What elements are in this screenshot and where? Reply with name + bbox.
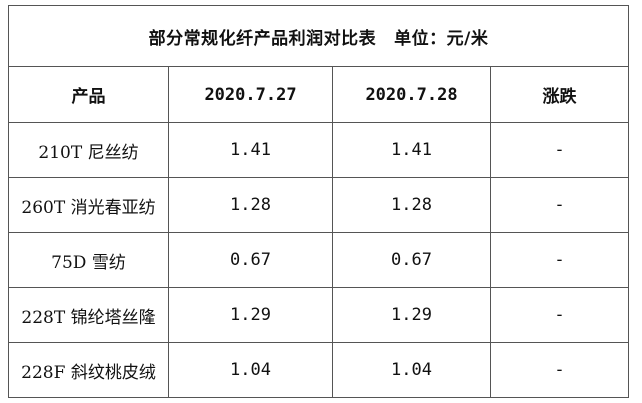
profit-0728-cell: 1.29 xyxy=(332,287,491,343)
change-cell: - xyxy=(489,342,630,398)
table-title: 部分常规化纤产品利润对比表 xyxy=(148,28,377,49)
table-row: 228T 锦纶塔丝隆 1.29 1.29 - xyxy=(8,287,630,343)
table-row: 260T 消光春亚纺 1.28 1.28 - xyxy=(8,177,630,233)
profit-0727-cell: 1.04 xyxy=(168,342,333,398)
change-cell: - xyxy=(489,287,630,343)
table-row: 228F 斜纹桃皮绒 1.04 1.04 - xyxy=(8,342,630,398)
profit-0728-cell: 0.67 xyxy=(332,232,491,288)
profit-0728-cell: 1.28 xyxy=(332,177,491,233)
table-title-cell: 部分常规化纤产品利润对比表 单位：元/米 xyxy=(7,5,630,67)
table-row: 210T 尼丝纺 1.41 1.41 - xyxy=(8,122,630,178)
profit-0727-cell: 0.67 xyxy=(168,232,333,288)
change-cell: - xyxy=(489,122,630,178)
header-product: 产品 xyxy=(8,66,169,123)
change-cell: - xyxy=(489,232,630,288)
header-date-0727: 2020.7.27 xyxy=(168,66,333,123)
product-cell: 75D 雪纺 xyxy=(8,232,169,288)
profit-0727-cell: 1.29 xyxy=(168,287,333,343)
profit-0727-cell: 1.28 xyxy=(168,177,333,233)
product-cell: 228F 斜纹桃皮绒 xyxy=(8,342,169,398)
product-cell: 228T 锦纶塔丝隆 xyxy=(8,287,169,343)
profit-0728-cell: 1.41 xyxy=(332,122,491,178)
header-date-0728: 2020.7.28 xyxy=(332,66,491,123)
profit-0727-cell: 1.41 xyxy=(168,122,333,178)
profit-comparison-table: 部分常规化纤产品利润对比表 单位：元/米 产品 2020.7.27 2020.7.… xyxy=(7,5,630,398)
title-row: 部分常规化纤产品利润对比表 单位：元/米 xyxy=(7,5,630,67)
profit-0728-cell: 1.04 xyxy=(332,342,491,398)
unit-label: 单位：元/米 xyxy=(394,28,489,49)
header-row: 产品 2020.7.27 2020.7.28 涨跌 xyxy=(8,66,630,123)
table-row: 75D 雪纺 0.67 0.67 - xyxy=(8,232,630,288)
header-change: 涨跌 xyxy=(489,66,630,123)
product-cell: 210T 尼丝纺 xyxy=(8,122,169,178)
change-cell: - xyxy=(489,177,630,233)
product-cell: 260T 消光春亚纺 xyxy=(8,177,169,233)
